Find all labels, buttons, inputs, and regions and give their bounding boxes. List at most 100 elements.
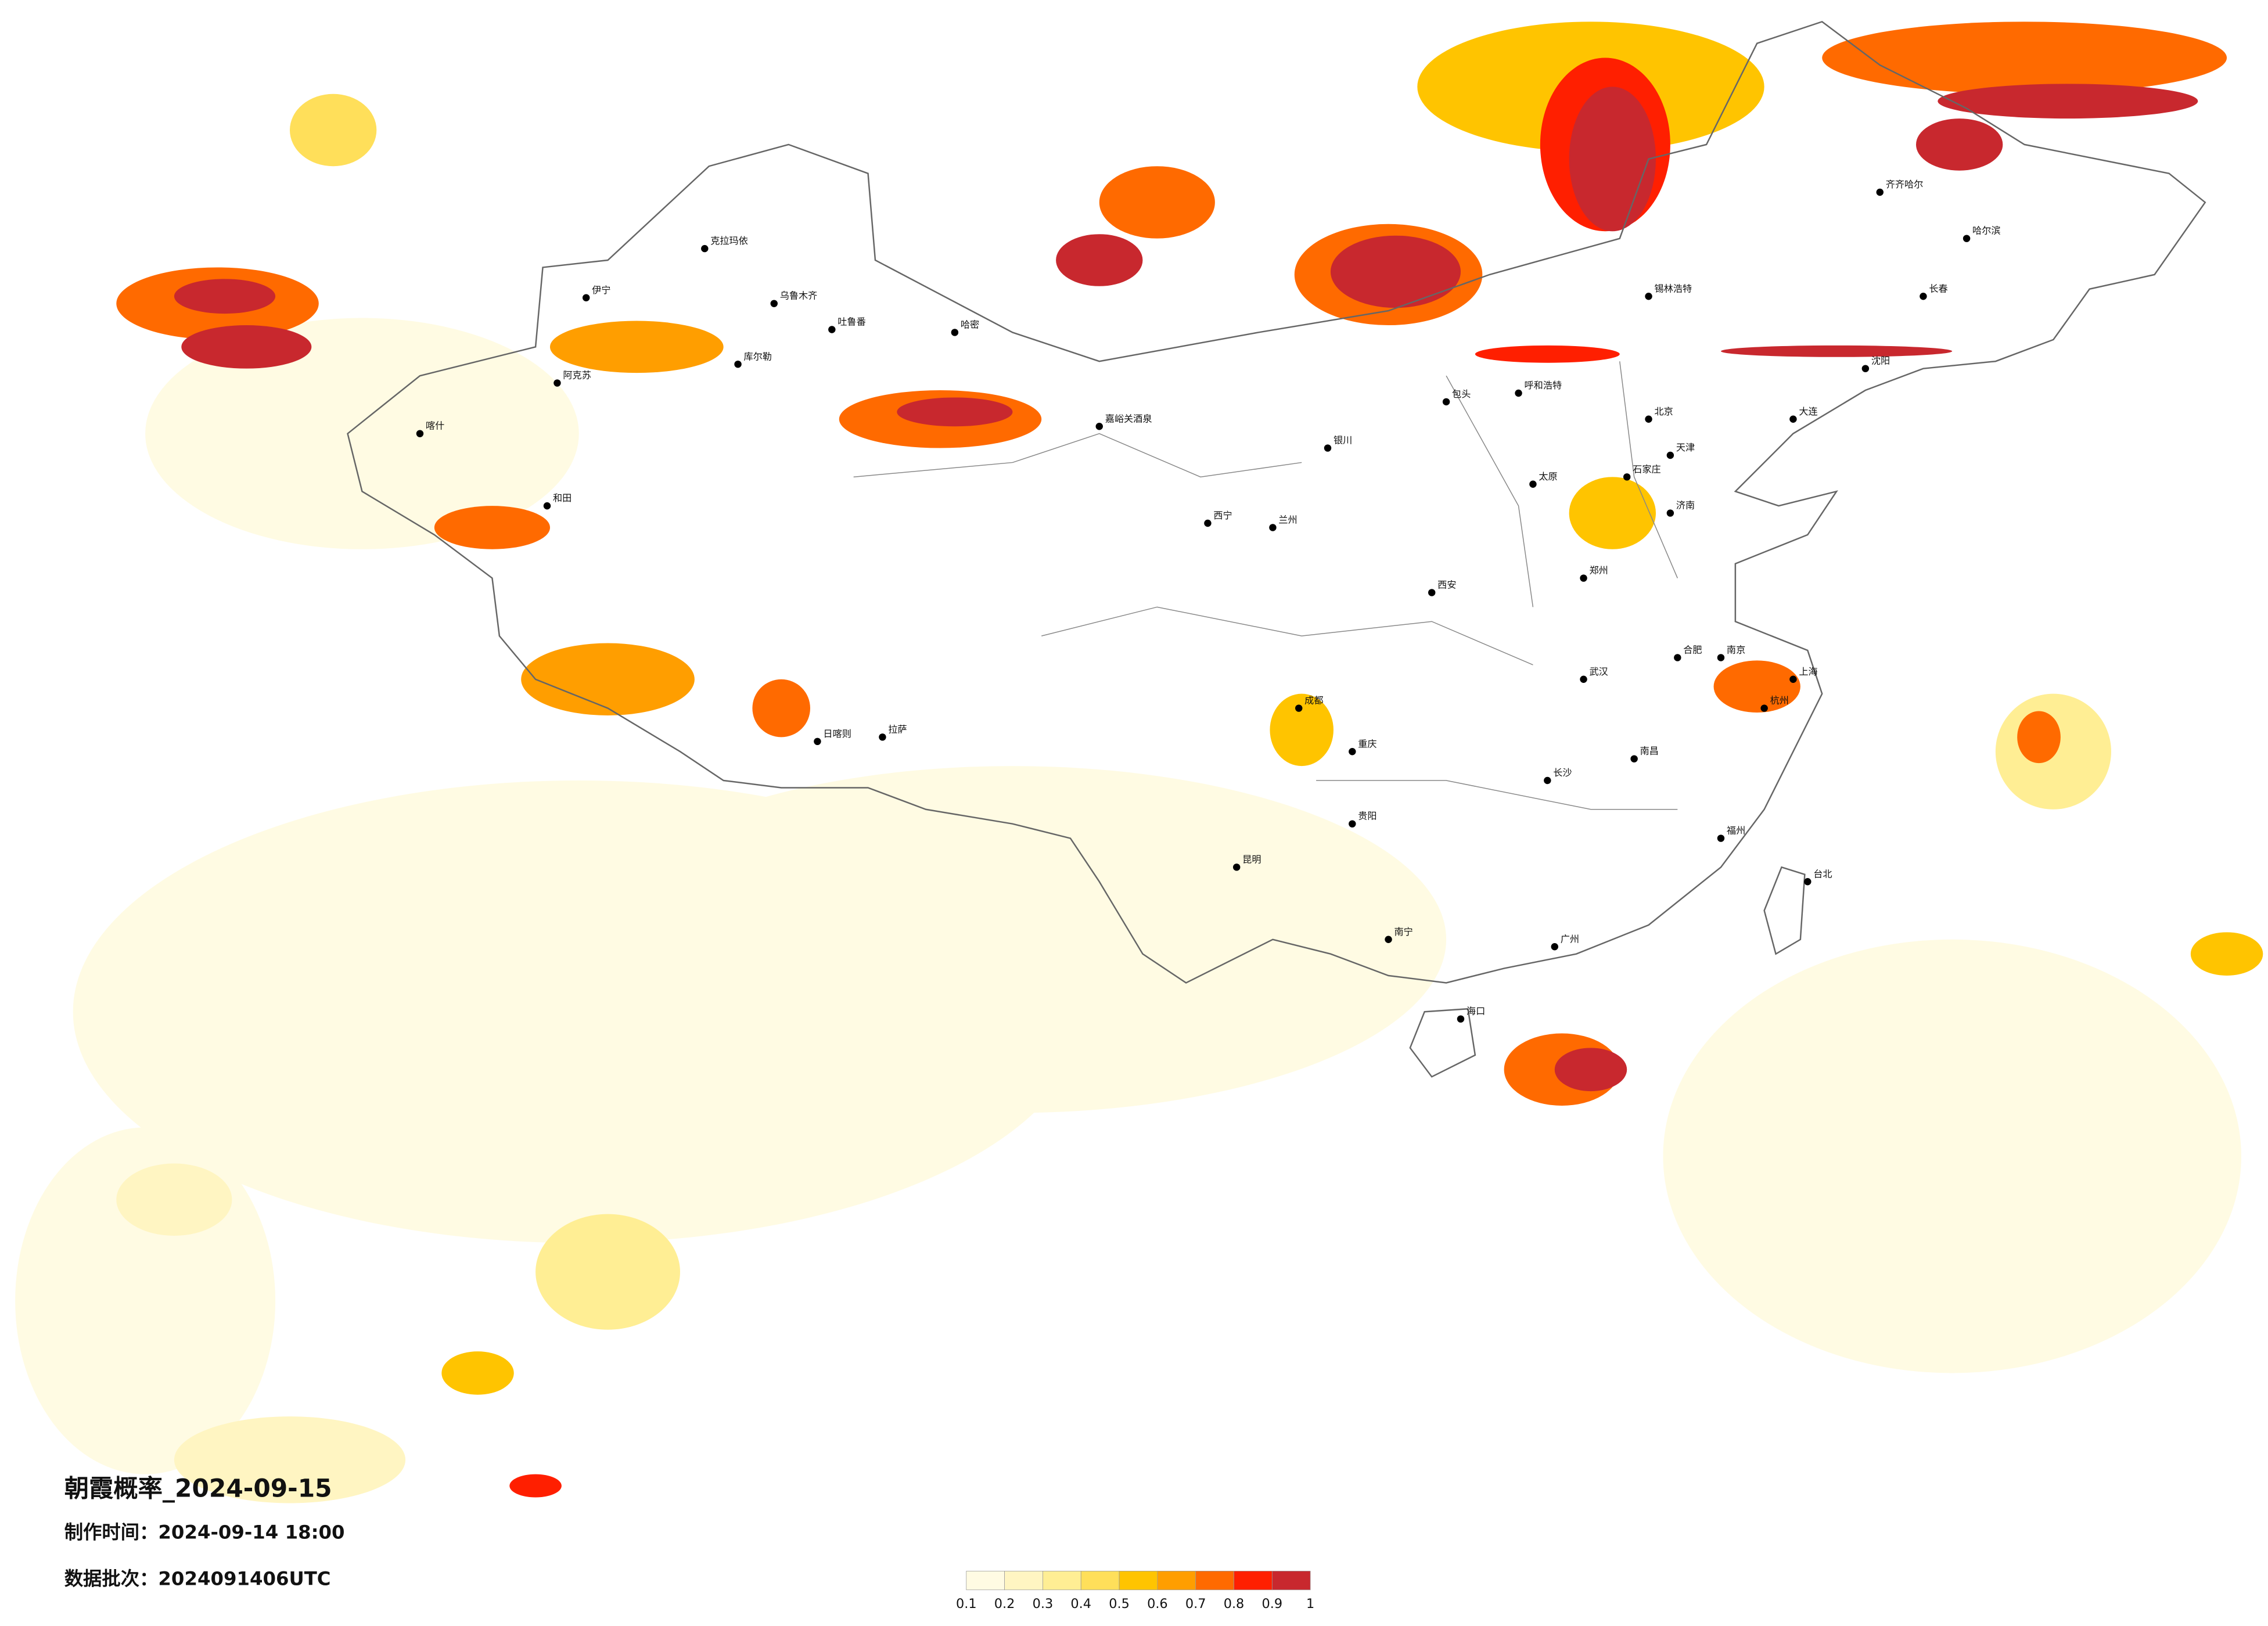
city-dot [1232,864,1241,871]
colorbar-swatch [1004,1571,1043,1591]
city-label: 南京 [1727,645,1745,656]
city-dot [1920,293,1927,300]
city-dot [1580,675,1587,683]
city-label: 长沙 [1553,767,1572,778]
probability-patch [549,321,724,373]
city-label: 哈密 [961,319,979,330]
city-label: 克拉玛依 [710,235,748,246]
city-dot [734,360,742,368]
city-dot [1385,936,1392,943]
city-dot [1789,675,1797,683]
city-label: 广州 [1561,933,1579,944]
city-label: 杭州 [1770,695,1789,706]
city-dot [1666,509,1674,517]
colorbar-swatch [1195,1571,1234,1591]
city-label: 吐鲁番 [838,316,865,328]
city-dot [1717,654,1725,661]
city-label: 拉萨 [888,724,907,735]
city-label: 嘉峪关酒泉 [1105,413,1152,424]
city-dot [1349,820,1356,828]
city-dot [1717,834,1725,842]
colorbar-swatch [1271,1571,1311,1591]
city-label: 上海 [1799,666,1817,677]
city-label: 哈尔滨 [1972,225,2000,236]
city-label: 成都 [1304,695,1323,706]
city-label: 阿克苏 [563,370,591,381]
probability-field [15,21,2263,1503]
country-outline [347,20,2206,984]
city-dot [543,502,551,510]
city-dot [701,244,709,253]
city-dot [1760,704,1768,712]
city-dot [1457,1015,1465,1023]
probability-patch [1475,345,1620,363]
city-label: 南宁 [1394,926,1413,937]
city-label: 太原 [1539,471,1557,482]
city-dot [1442,398,1450,406]
colorbar-tick-label: 0.8 [1224,1596,1245,1611]
city-label: 武汉 [1590,666,1608,677]
city-label: 和田 [553,492,572,503]
city-label: 福州 [1727,825,1745,836]
probability-patch [1569,87,1656,232]
city-label: 贵阳 [1358,811,1376,822]
city-label: 南昌 [1640,746,1659,757]
city-dot [1580,574,1587,582]
probability-patch [1330,235,1461,308]
city-dot [1645,415,1652,423]
city-label: 合肥 [1683,645,1702,656]
city-label: 郑州 [1590,565,1608,576]
city-dot [416,430,424,437]
city-label: 济南 [1676,500,1695,511]
probability-patch [535,1214,680,1330]
probability-patch [2190,932,2263,976]
colorbar-tick-label: 1 [1306,1596,1314,1611]
city-label: 库尔勒 [744,351,772,362]
city-dot [1529,480,1537,488]
city-label: 海口 [1467,1006,1485,1017]
probability-patch [289,93,377,167]
probability-patch [1554,1048,1627,1092]
city-dot [1623,473,1631,481]
probability-patch [174,279,276,314]
city-label: 喀什 [426,420,444,431]
city-dot [814,738,821,746]
probability-patch [441,1351,514,1395]
city-label: 锡林浩特 [1655,283,1692,294]
city-label: 石家庄 [1633,463,1660,474]
city-dot [1269,524,1277,531]
city-dot [553,379,561,387]
city-dot [1645,293,1652,300]
city-label: 天津 [1676,442,1695,453]
city-label: 大连 [1799,406,1817,417]
colorbar-tick-label: 0.5 [1109,1596,1130,1611]
city-label: 昆明 [1242,854,1261,865]
probability-patch [1720,345,1953,357]
city-dot [1804,878,1811,886]
city-dot [1861,365,1870,372]
probability-patch [1663,939,2241,1373]
city-label: 包头 [1452,388,1471,400]
city-dot [879,733,886,741]
city-label: 北京 [1655,406,1673,417]
colorbar: 0.1 0.2 0.3 0.4 0.5 0.6 0.7 0.8 0.9 1 [956,1571,1314,1611]
probability-patch [1270,693,1334,767]
city-dot [1349,748,1356,756]
city-label: 齐齐哈尔 [1886,179,1924,190]
city-label: 银川 [1334,435,1352,446]
city-dot [1095,423,1103,430]
city-dot [1876,188,1884,196]
probability-patch [1569,477,1656,549]
probability-patch [116,1163,232,1236]
colorbar-tick-label: 0.3 [1033,1596,1054,1611]
colorbar-tick-label: 0.6 [1147,1596,1168,1611]
made-time: 制作时间：2024-09-14 18:00 [64,1521,345,1544]
city-dot [1515,389,1522,397]
probability-patch [521,643,695,715]
city-dot [1428,589,1436,596]
city-dot [1544,776,1551,785]
probability-patch [752,679,810,738]
